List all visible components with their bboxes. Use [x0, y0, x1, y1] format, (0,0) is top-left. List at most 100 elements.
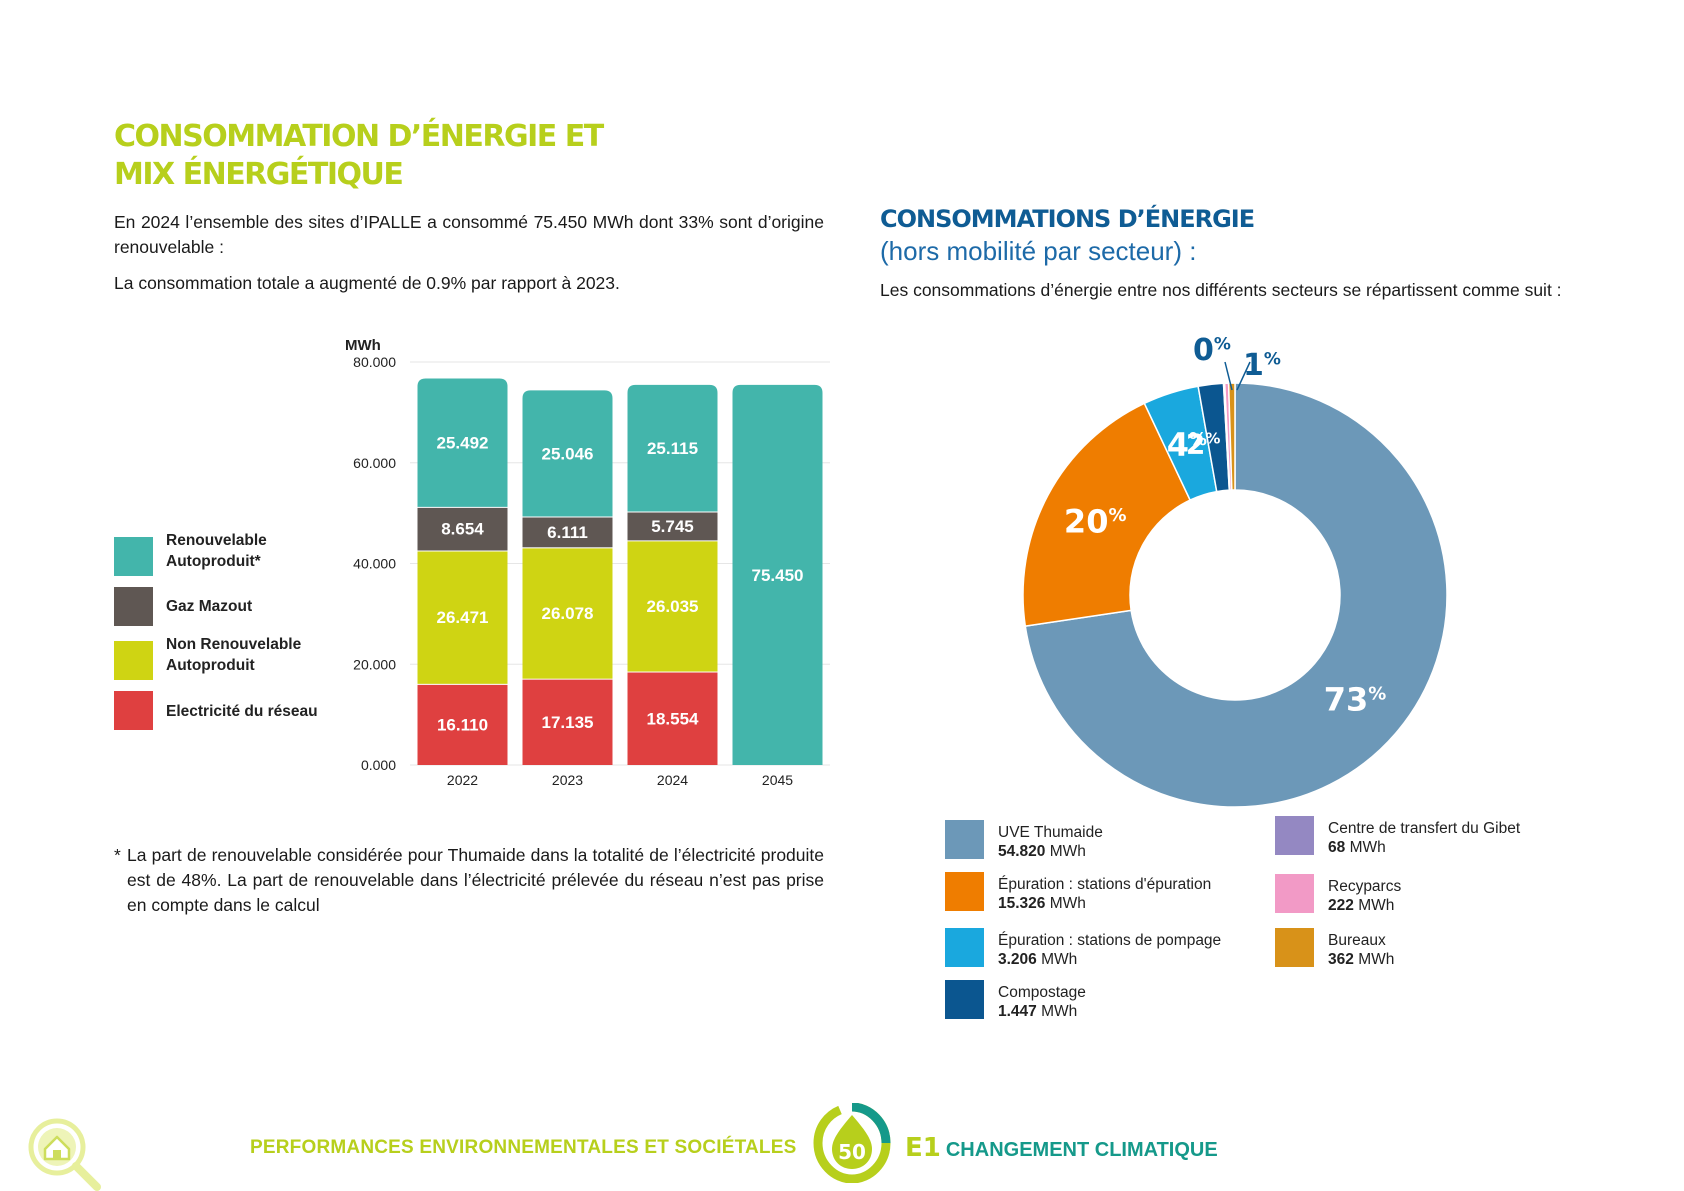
bar-value-label: 25.046 [542, 444, 594, 463]
donut-chart: 73%20%4%2%0%1% [1022, 333, 1448, 808]
page-number-badge: 50 [813, 1103, 891, 1183]
footnote: * La part de renouvelable considérée pou… [114, 843, 824, 918]
legend-swatch [1275, 928, 1314, 967]
legend-swatch [114, 537, 153, 576]
bar-value-label: 5.745 [651, 517, 694, 536]
chapter-code: E1 [905, 1133, 941, 1163]
leader-line [1224, 361, 1233, 391]
stacked-bar-chart: MWh 0.000 20.000 40.000 60.000 80.000 16.110 26… [345, 337, 830, 788]
home-search-icon [28, 1118, 101, 1191]
footer-chapter: E1 CHANGEMENT CLIMATIQUE [905, 1133, 1218, 1163]
legend-label: Autoproduit [166, 657, 255, 674]
legend-unit: MWh [1041, 1003, 1078, 1020]
legend-value: 54.820 [998, 843, 1046, 860]
section-subtitle: (hors mobilité par secteur) : [880, 236, 1197, 266]
bar-value-label: 25.492 [437, 434, 489, 453]
bar-value-label: 75.450 [752, 566, 804, 585]
chapter-title: CHANGEMENT CLIMATIQUE [945, 1139, 1218, 1161]
legend-label: Épuration : stations de pompage [998, 932, 1222, 949]
page-title-line2: MIX ÉNERGÉTIQUE [114, 157, 404, 192]
legend-value: 1.447 [998, 1003, 1037, 1020]
legend-label: Centre de transfert du Gibet [1328, 820, 1521, 837]
footer-section-label: PERFORMANCES ENVIRONNEMENTALES ET SOCIÉT… [250, 1137, 797, 1158]
increase-paragraph: La consommation totale a augmenté de 0.9… [114, 273, 620, 293]
legend-label: Electricité du réseau [166, 703, 318, 720]
y-tick-label: 0.000 [361, 757, 396, 773]
legend-unit: MWh [1041, 951, 1078, 968]
legend-unit: MWh [1349, 839, 1386, 856]
legend-label: Recyparcs [1328, 878, 1402, 895]
page-title: CONSOMMATION D’ÉNERGIE ET MIX ÉNERGÉTIQU… [114, 118, 604, 194]
donut-slice [1022, 402, 1192, 627]
legend-value: 222 [1328, 897, 1354, 914]
bar-segment [522, 547, 613, 679]
page-title-line1: CONSOMMATION D’ÉNERGIE ET [114, 119, 604, 154]
bar-segment [417, 550, 508, 684]
bar-value-label: 16.110 [437, 715, 488, 734]
legend-label: UVE Thumaide [998, 824, 1103, 841]
footnote-star: * [114, 845, 121, 865]
sector-intro-paragraph: Les consommations d’énergie entre nos di… [880, 280, 1562, 300]
y-tick-label: 80.000 [353, 354, 396, 370]
donut-legend: UVE Thumaide 54.820 MWh Épuration : stat… [945, 816, 1585, 1020]
legend-swatch [1275, 816, 1314, 855]
page-number: 50 [838, 1140, 866, 1164]
legend-value: 3.206 [998, 951, 1037, 968]
footnote-text: La part de renouvelable considérée pour … [127, 845, 824, 915]
legend-unit: MWh [1358, 897, 1395, 914]
leader-line [1236, 361, 1251, 391]
legend-value: 68 [1328, 839, 1346, 856]
bar-segment [417, 506, 508, 551]
legend-label: Bureaux [1328, 932, 1386, 949]
legend-label: Renouvelable [166, 532, 267, 549]
bar-value-label: 26.035 [647, 597, 699, 616]
legend-value: 362 [1328, 951, 1354, 968]
bar-segment [627, 511, 718, 541]
legend-swatch [945, 820, 984, 859]
bar-value-label: 26.471 [437, 608, 489, 627]
bar-value-label: 26.078 [542, 604, 594, 623]
legend-label: Autoproduit* [166, 553, 261, 570]
x-tick-label: 2023 [552, 772, 583, 788]
legend-swatch [945, 980, 984, 1019]
bar-segment [522, 678, 613, 765]
legend-label: Compostage [998, 984, 1086, 1001]
x-tick-label: 2024 [657, 772, 688, 788]
bar-segment [627, 384, 718, 512]
bar-segment [627, 540, 718, 672]
bar-segment [417, 683, 508, 765]
legend-label: Épuration : stations d'épuration [998, 876, 1212, 893]
bar-segment [627, 671, 718, 765]
legend-unit: MWh [1049, 895, 1086, 912]
legend-swatch [945, 928, 984, 967]
donut-slice [1024, 382, 1448, 808]
y-tick-label: 20.000 [353, 656, 396, 672]
section-title: CONSOMMATIONS D’ÉNERGIE [880, 205, 1255, 233]
legend-unit: MWh [1049, 843, 1086, 860]
bar-segment [417, 378, 508, 507]
x-tick-label: 2022 [447, 772, 478, 788]
x-tick-label: 2045 [762, 772, 793, 788]
legend-value: 15.326 [998, 895, 1046, 912]
legend-swatch [114, 691, 153, 730]
bar-value-label: 8.654 [441, 520, 484, 539]
legend-swatch [114, 641, 153, 680]
bar-segment [732, 384, 823, 765]
bar-value-label: 6.111 [547, 523, 588, 542]
legend-unit: MWh [1358, 951, 1395, 968]
bar-value-label: 17.135 [542, 713, 594, 732]
y-tick-label: 40.000 [353, 556, 396, 572]
bar-value-label: 18.554 [647, 709, 700, 728]
y-axis-label: MWh [345, 337, 381, 354]
intro-paragraph: En 2024 l’ensemble des sites d’IPALLE a … [114, 212, 824, 257]
legend-swatch [1275, 874, 1314, 913]
bar-value-label: 25.115 [647, 439, 698, 458]
legend-swatch [114, 587, 153, 626]
legend-label: Gaz Mazout [166, 598, 253, 615]
bar-segment [522, 516, 613, 548]
legend-label: Non Renouvelable [166, 636, 302, 653]
y-tick-label: 60.000 [353, 455, 396, 471]
legend-swatch [945, 872, 984, 911]
slice-percent-label: 4% [1167, 426, 1207, 464]
bar-segment [522, 390, 613, 517]
